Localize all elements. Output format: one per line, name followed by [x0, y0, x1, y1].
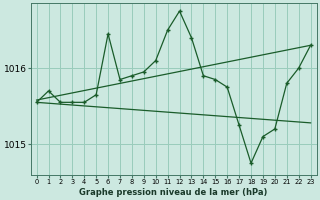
X-axis label: Graphe pression niveau de la mer (hPa): Graphe pression niveau de la mer (hPa)	[79, 188, 268, 197]
